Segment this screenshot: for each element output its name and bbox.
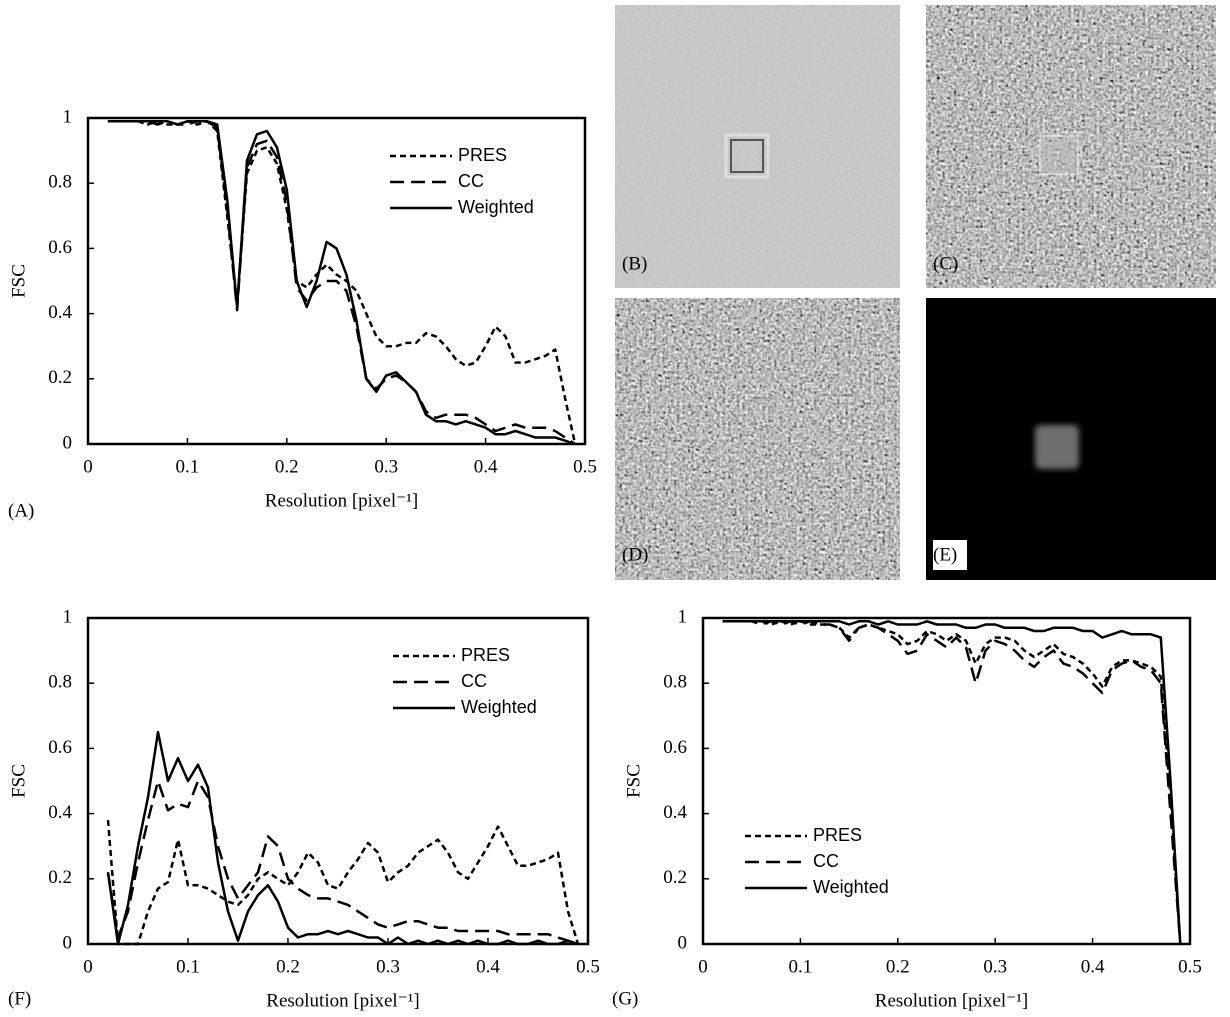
x-axis-label: Resolution [pixel⁻¹] (265, 490, 418, 511)
x-tick-label: 0.2 (886, 956, 910, 977)
square-edge (724, 133, 770, 179)
x-tick-label: 0 (83, 456, 93, 477)
y-tick-label: 0.8 (48, 172, 72, 193)
y-tick-label: 0.8 (663, 672, 687, 693)
image-d: (D) (615, 298, 900, 580)
plot-frame (86, 616, 590, 946)
y-tick-label: 0.4 (48, 302, 72, 323)
y-tick-label: 0.6 (663, 737, 687, 758)
legend-label: Weighted (813, 877, 889, 897)
square (1035, 425, 1079, 469)
y-tick-label: 0.6 (48, 737, 72, 758)
x-tick-label: 0.4 (1081, 956, 1105, 977)
legend-label: Weighted (458, 197, 534, 217)
panel-label: (C) (933, 253, 958, 274)
x-tick-label: 0.3 (983, 956, 1007, 977)
plot-frame (86, 116, 587, 446)
image (615, 298, 900, 580)
y-tick-label: 0.2 (48, 367, 72, 388)
y-tick-label: 0.4 (663, 802, 687, 823)
x-tick-label: 0.2 (276, 956, 300, 977)
panel-label: (A) (8, 500, 34, 521)
x-tick-label: 0.5 (573, 456, 597, 477)
x-tick-label: 0.5 (576, 956, 600, 977)
y-tick-label: 0.4 (48, 802, 72, 823)
series-line (722, 620, 1182, 945)
panel-label: (F) (8, 988, 31, 1009)
legend-label: PRES (461, 645, 510, 665)
legend-label: CC (461, 671, 487, 691)
y-tick-label: 0 (63, 932, 73, 953)
series-line (722, 620, 1182, 945)
y-tick-label: 0.2 (48, 867, 72, 888)
image-e: (E) (926, 298, 1216, 580)
x-tick-label: 0 (83, 956, 93, 977)
panel-label: (D) (622, 544, 648, 565)
series-line (722, 620, 1182, 945)
y-axis-label: FSC (8, 764, 29, 798)
y-tick-label: 1 (678, 606, 688, 627)
x-tick-label: 0.4 (476, 956, 500, 977)
label-box (933, 540, 967, 570)
x-tick-label: 0.3 (376, 956, 400, 977)
series-line (106, 819, 580, 946)
y-tick-label: 0.2 (663, 867, 687, 888)
x-tick-label: 0.3 (374, 456, 398, 477)
x-tick-label: 0.1 (176, 456, 200, 477)
series-line (107, 120, 577, 445)
x-axis-label: Resolution [pixel⁻¹] (266, 990, 419, 1011)
y-tick-label: 0.8 (48, 672, 72, 693)
x-tick-label: 0.1 (789, 956, 813, 977)
plot-frame (701, 616, 1192, 946)
x-tick-label: 0 (698, 956, 708, 977)
x-tick-label: 0.2 (275, 456, 299, 477)
panel-label: (G) (612, 988, 638, 1009)
y-tick-label: 0 (63, 432, 73, 453)
image-b: (B) (615, 5, 900, 288)
y-axis-label: FSC (8, 264, 29, 298)
y-tick-label: 1 (63, 606, 73, 627)
legend-label: PRES (813, 825, 862, 845)
y-tick-label: 0 (678, 932, 688, 953)
legend-label: PRES (458, 145, 507, 165)
x-tick-label: 0.4 (474, 456, 498, 477)
series-line (106, 779, 579, 946)
legend-label: CC (458, 171, 484, 191)
legend-label: Weighted (461, 697, 537, 717)
series-line (107, 120, 576, 446)
square (1039, 135, 1079, 175)
panel-label: (E) (933, 544, 957, 565)
y-axis-label: FSC (623, 764, 644, 798)
image-c: (C) (926, 5, 1216, 288)
x-axis-label: Resolution [pixel⁻¹] (875, 990, 1028, 1011)
panel-label: (B) (622, 253, 647, 274)
series-line (106, 730, 579, 946)
square-edge (730, 139, 764, 173)
legend-label: CC (813, 851, 839, 871)
series-line (107, 120, 576, 446)
x-tick-label: 0.5 (1178, 956, 1202, 977)
y-tick-label: 1 (63, 106, 73, 127)
image (615, 5, 900, 288)
x-tick-label: 0.1 (176, 956, 200, 977)
y-tick-label: 0.6 (48, 237, 72, 258)
